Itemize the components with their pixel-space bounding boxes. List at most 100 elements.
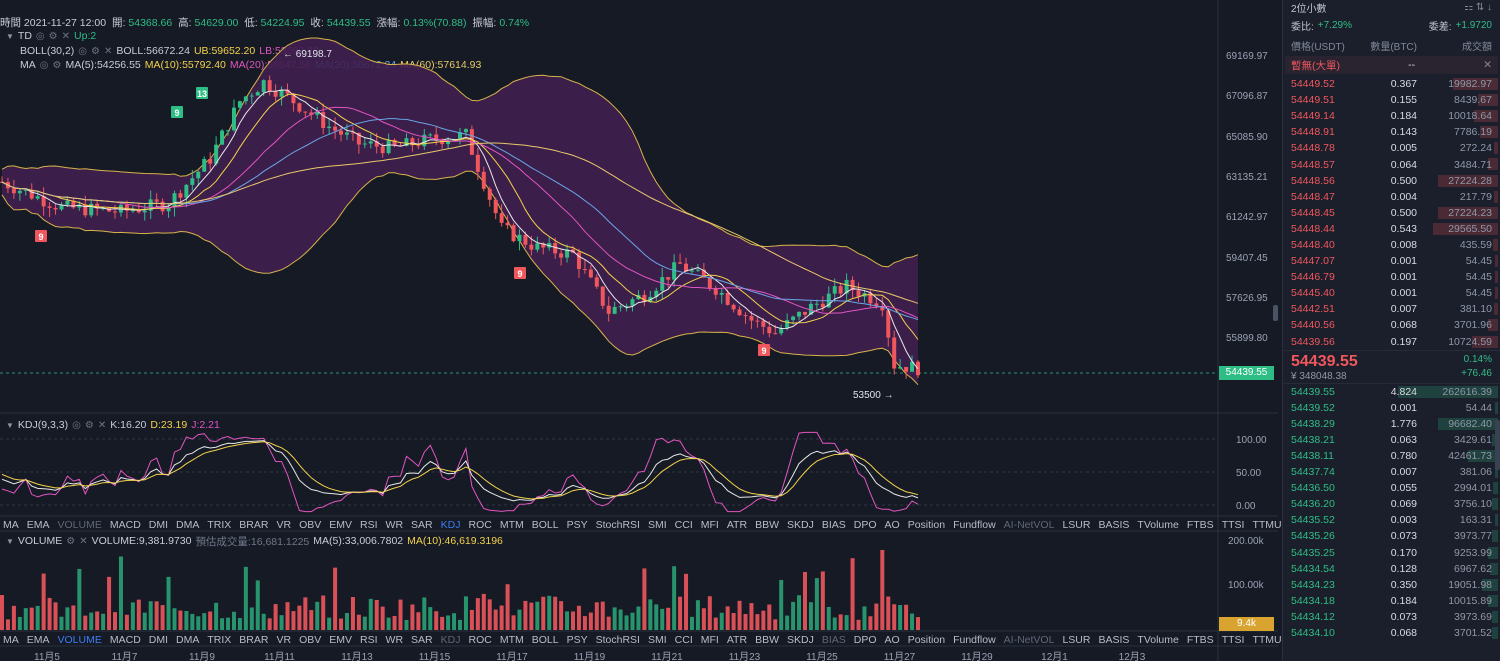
indicator-tab-ttmu[interactable]: TTMU — [1252, 519, 1282, 531]
indicator-tab-dpo[interactable]: DPO — [853, 634, 877, 646]
td-indicator-line[interactable]: ▼ TD ◎ ⚙ ✕ Up:2 — [6, 30, 97, 42]
indicator-tab-bbw[interactable]: BBW — [755, 519, 779, 531]
ask-row[interactable]: 54439.56 0.197 10724.59 — [1283, 334, 1500, 350]
bid-row[interactable]: 54434.12 0.073 3973.69 — [1283, 609, 1500, 625]
ask-row[interactable]: 54448.47 0.004 217.79 — [1283, 189, 1500, 205]
indicator-tab-mfi[interactable]: MFI — [700, 634, 719, 646]
settings-icon[interactable]: ⚙ — [66, 535, 76, 547]
indicator-tab-wr[interactable]: WR — [385, 519, 404, 531]
indicator-tab-sar[interactable]: SAR — [411, 519, 433, 531]
indicator-tab-stochrsi[interactable]: StochRSI — [595, 519, 640, 531]
indicator-tab-dpo[interactable]: DPO — [853, 519, 877, 531]
indicator-tab-ma[interactable]: MA — [3, 634, 19, 646]
precision-select[interactable]: 2位小數 ⚏ ⇅ ↓ — [1291, 1, 1492, 15]
indicator-tab-rsi[interactable]: RSI — [360, 519, 378, 531]
bid-row[interactable]: 54434.54 0.128 6967.62 — [1283, 561, 1500, 577]
indicator-tab-dmi[interactable]: DMI — [148, 519, 169, 531]
indicator-tab-fundflow[interactable]: Fundflow — [953, 519, 996, 531]
indicator-tab-ftbs[interactable]: FTBS — [1186, 519, 1214, 531]
indicator-tab-stochrsi[interactable]: StochRSI — [595, 634, 640, 646]
indicator-tab-bias[interactable]: BIAS — [821, 634, 846, 646]
indicator-tab-kdj[interactable]: KDJ — [440, 519, 461, 531]
bid-row[interactable]: 54438.11 0.780 42461.73 — [1283, 448, 1500, 464]
panel-resize-handle[interactable] — [1273, 305, 1278, 321]
indicator-tab-sar[interactable]: SAR — [411, 634, 433, 646]
indicator-tab-trix[interactable]: TRIX — [207, 634, 232, 646]
indicator-tab-volume[interactable]: VOLUME — [57, 519, 102, 531]
bid-row[interactable]: 54436.20 0.069 3756.10 — [1283, 496, 1500, 512]
indicator-tab-macd[interactable]: MACD — [109, 519, 141, 531]
ask-row[interactable]: 54446.79 0.001 54.45 — [1283, 269, 1500, 285]
indicator-tabs-bottom[interactable]: MA EMA VOLUME MACD DMI DMA TRIX BRAR VR OBV EMV RSI… — [0, 634, 1325, 648]
bid-row[interactable]: 54435.52 0.003 163.31 — [1283, 512, 1500, 528]
indicator-tab-smi[interactable]: SMI — [647, 634, 667, 646]
close-icon[interactable]: ✕ — [61, 30, 71, 42]
indicator-tab-dma[interactable]: DMA — [176, 519, 200, 531]
indicator-tab-fundflow[interactable]: Fundflow — [953, 634, 996, 646]
bid-row[interactable]: 54437.74 0.007 381.06 — [1283, 464, 1500, 480]
indicator-tab-emv[interactable]: EMV — [329, 519, 353, 531]
bid-row[interactable]: 54435.26 0.073 3973.77 — [1283, 528, 1500, 544]
indicator-tab-psy[interactable]: PSY — [566, 519, 588, 531]
indicator-tab-brar[interactable]: BRAR — [239, 519, 269, 531]
indicator-tab-ttsi[interactable]: TTSI — [1221, 519, 1245, 531]
indicator-tab-mtm[interactable]: MTM — [499, 634, 524, 646]
indicator-tab-vr[interactable]: VR — [276, 634, 292, 646]
ask-row[interactable]: 54448.45 0.500 27224.23 — [1283, 205, 1500, 221]
collapse-caret-icon[interactable]: ▼ — [6, 420, 14, 430]
bid-row[interactable]: 54434.10 0.068 3701.52 — [1283, 625, 1500, 641]
close-icon[interactable]: ✕ — [103, 45, 113, 57]
ask-row[interactable]: 54448.78 0.005 272.24 — [1283, 140, 1500, 156]
indicator-tab-position[interactable]: Position — [907, 519, 946, 531]
indicator-tab-smi[interactable]: SMI — [647, 519, 667, 531]
indicator-tab-atr[interactable]: ATR — [726, 519, 748, 531]
bid-row[interactable]: 54439.55 4.824 262616.39 — [1283, 384, 1500, 400]
indicator-tab-dma[interactable]: DMA — [176, 634, 200, 646]
collapse-caret-icon[interactable]: ▼ — [6, 536, 14, 546]
eye-icon[interactable]: ◎ — [35, 30, 45, 42]
indicator-tab-rsi[interactable]: RSI — [360, 634, 378, 646]
indicator-tab-bias[interactable]: BIAS — [821, 519, 846, 531]
bid-row[interactable]: 54439.52 0.001 54.44 — [1283, 400, 1500, 416]
large-order-row[interactable]: 暫無(大單) -- ✕ — [1285, 56, 1498, 74]
indicator-tab-bbw[interactable]: BBW — [755, 634, 779, 646]
indicator-tab-emv[interactable]: EMV — [329, 634, 353, 646]
settings-icon[interactable]: ⚙ — [84, 419, 94, 431]
indicator-tab-wr[interactable]: WR — [385, 634, 404, 646]
indicator-tab-basis[interactable]: BASIS — [1098, 634, 1130, 646]
indicator-tab-roc[interactable]: ROC — [468, 634, 492, 646]
bid-row[interactable]: 54434.18 0.184 10015.89 — [1283, 593, 1500, 609]
indicator-tab-position[interactable]: Position — [907, 634, 946, 646]
indicator-tab-obv[interactable]: OBV — [299, 634, 322, 646]
volume-indicator-line[interactable]: ▼ VOLUME ⚙ ✕ VOLUME:9,381.9730 預估成交量:16,… — [6, 535, 503, 548]
collapse-caret-icon[interactable]: ▼ — [6, 31, 14, 41]
indicator-tab-ao[interactable]: AO — [884, 634, 900, 646]
indicator-tab-basis[interactable]: BASIS — [1098, 519, 1130, 531]
ask-row[interactable]: 54449.52 0.367 19982.97 — [1283, 76, 1500, 92]
indicator-tab-atr[interactable]: ATR — [726, 634, 748, 646]
indicator-tabs-top[interactable]: MA EMA VOLUME MACD DMI DMA TRIX BRAR VR OBV EMV RSI… — [0, 519, 1325, 533]
indicator-tab-trix[interactable]: TRIX — [207, 519, 232, 531]
indicator-tab-lsur[interactable]: LSUR — [1062, 519, 1091, 531]
book-scrollbar[interactable] — [1495, 420, 1500, 470]
ask-row[interactable]: 54440.56 0.068 3701.96 — [1283, 317, 1500, 333]
ask-row[interactable]: 54449.51 0.155 8439.67 — [1283, 92, 1500, 108]
eye-icon[interactable]: ◎ — [78, 45, 88, 57]
indicator-tab-boll[interactable]: BOLL — [531, 519, 559, 531]
bid-row[interactable]: 54436.50 0.055 2994.01 — [1283, 480, 1500, 496]
indicator-tab-macd[interactable]: MACD — [109, 634, 141, 646]
kdj-indicator-line[interactable]: ▼ KDJ(9,3,3) ◎ ⚙ ✕ K:16.20 D:23.19 J:2.2… — [6, 419, 220, 431]
ask-row[interactable]: 54448.57 0.064 3484.71 — [1283, 156, 1500, 172]
indicator-tab-ai-netvol[interactable]: AI-NetVOL — [1003, 519, 1055, 531]
book-toolbar-icons[interactable]: ⚏ ⇅ ↓ — [1464, 1, 1492, 13]
indicator-tab-ema[interactable]: EMA — [26, 519, 50, 531]
bid-row[interactable]: 54435.25 0.170 9253.99 — [1283, 545, 1500, 561]
indicator-tab-mtm[interactable]: MTM — [499, 519, 524, 531]
ask-row[interactable]: 54445.40 0.001 54.45 — [1283, 285, 1500, 301]
bid-row[interactable]: 54434.23 0.350 19051.98 — [1283, 577, 1500, 593]
ask-row[interactable]: 54449.14 0.184 10018.64 — [1283, 108, 1500, 124]
settings-icon[interactable]: ⚙ — [48, 30, 58, 42]
kline-chart-area[interactable]: 時間 2021-11-27 12:00 開: 54368.66 高: 54629.0… — [0, 0, 1320, 661]
close-icon[interactable]: ✕ — [79, 535, 88, 547]
indicator-tab-psy[interactable]: PSY — [566, 634, 588, 646]
